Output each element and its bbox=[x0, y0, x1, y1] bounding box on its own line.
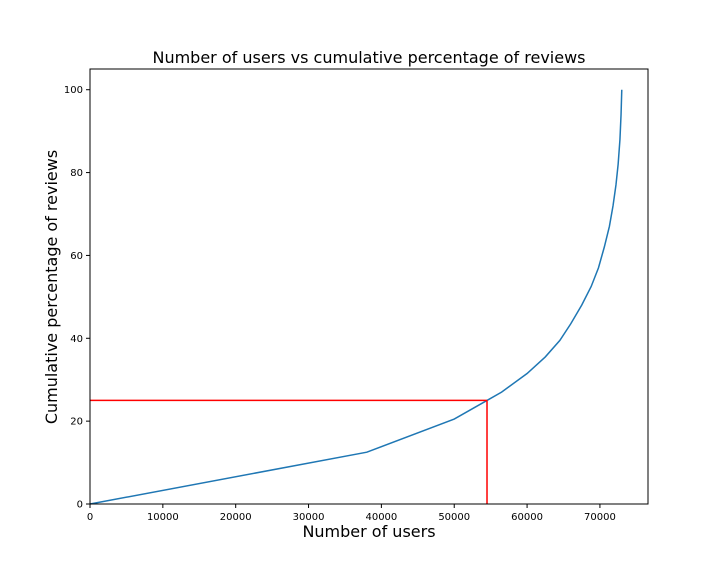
x-tick-label: 0 bbox=[87, 512, 93, 523]
y-tick-label: 60 bbox=[70, 251, 83, 262]
y-tick-label: 20 bbox=[70, 417, 83, 428]
y-axis-label: Cumulative percentage of reviews bbox=[42, 150, 61, 424]
x-tick-label: 60000 bbox=[511, 512, 543, 523]
y-tick-label: 100 bbox=[64, 85, 83, 96]
chart-title: Number of users vs cumulative percentage… bbox=[152, 48, 585, 67]
x-tick-label: 70000 bbox=[584, 512, 616, 523]
plot-frame bbox=[89, 68, 649, 505]
x-tick-label: 10000 bbox=[147, 512, 179, 523]
x-tick-label: 40000 bbox=[365, 512, 397, 523]
y-tick-label: 80 bbox=[70, 168, 83, 179]
series-line-0 bbox=[89, 89, 623, 505]
y-tick-label: 40 bbox=[70, 334, 83, 345]
x-tick-label: 30000 bbox=[293, 512, 325, 523]
x-tick-label: 50000 bbox=[438, 512, 470, 523]
x-axis-label: Number of users bbox=[302, 522, 435, 541]
x-tick-label: 20000 bbox=[220, 512, 252, 523]
y-tick-label: 0 bbox=[77, 500, 83, 511]
